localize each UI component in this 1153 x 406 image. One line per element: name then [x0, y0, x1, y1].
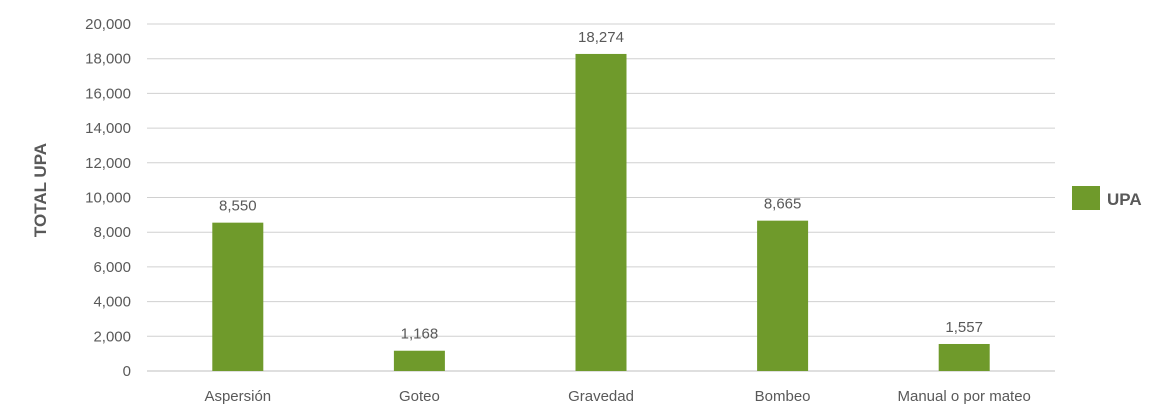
bar	[575, 53, 627, 371]
y-tick-label: 10,000	[85, 190, 131, 207]
y-axis-label: TOTAL UPA	[31, 143, 50, 237]
y-tick-label: 12,000	[85, 155, 131, 172]
y-tick-label: 6,000	[93, 259, 131, 276]
bar	[393, 350, 445, 371]
y-tick-label: 18,000	[85, 51, 131, 68]
y-tick-label: 4,000	[93, 294, 131, 311]
x-tick-label: Bombeo	[755, 388, 811, 405]
y-tick-label: 2,000	[93, 328, 131, 345]
bars	[212, 53, 990, 371]
bar	[212, 222, 264, 371]
legend-swatch	[1072, 186, 1100, 210]
legend-label: UPA	[1107, 190, 1142, 209]
x-tick-label: Gravedad	[568, 388, 634, 405]
x-axis-tick-labels: Aspersión Goteo Gravedad Bombeo Manual o por…	[204, 388, 1030, 405]
bar	[757, 220, 809, 371]
y-tick-label: 0	[123, 363, 131, 380]
data-label: 18,274	[578, 29, 624, 46]
x-tick-label: Manual o por mateo	[897, 388, 1030, 405]
y-tick-label: 20,000	[85, 16, 131, 33]
x-tick-label: Goteo	[399, 388, 440, 405]
x-tick-label: Aspersión	[204, 388, 271, 405]
data-label: 8,550	[219, 198, 257, 215]
data-label: 1,557	[945, 319, 983, 336]
legend: UPA	[1072, 186, 1142, 210]
y-tick-label: 8,000	[93, 224, 131, 241]
y-tick-label: 16,000	[85, 85, 131, 102]
y-axis-tick-labels: 0 2,000 4,000 6,000 8,000 10,000 12,000 14,000 1…	[85, 16, 131, 380]
bar	[938, 343, 990, 371]
data-label: 8,665	[764, 196, 802, 213]
data-label: 1,168	[401, 326, 439, 343]
data-labels: 8,550 1,168 18,274 8,665 1,557	[219, 29, 983, 343]
y-tick-label: 14,000	[85, 120, 131, 137]
